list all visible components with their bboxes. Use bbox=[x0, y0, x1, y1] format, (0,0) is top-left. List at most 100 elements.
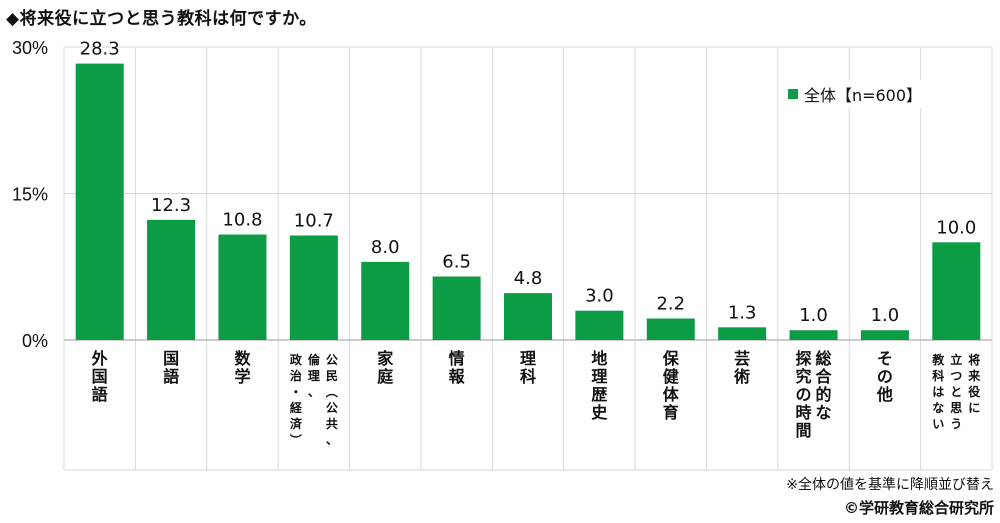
x-tick-char: 経 bbox=[290, 400, 303, 415]
bar bbox=[718, 327, 767, 340]
x-tick-char: 庭 bbox=[377, 367, 393, 386]
x-tick-label: 国語 bbox=[163, 349, 179, 386]
bar bbox=[218, 234, 267, 340]
x-tick-char: の bbox=[877, 367, 893, 386]
x-tick-char: 体 bbox=[663, 385, 680, 404]
x-tick-char: 、 bbox=[308, 385, 320, 399]
x-tick-char: 歴 bbox=[591, 385, 607, 404]
x-tick-char: な bbox=[932, 401, 944, 415]
x-tick-char: な bbox=[816, 403, 832, 422]
data-label: 28.3 bbox=[80, 39, 120, 60]
x-tick-label: 外国語 bbox=[91, 349, 108, 404]
x-tick-char: 総 bbox=[816, 349, 832, 368]
x-tick-char: 保 bbox=[662, 349, 680, 368]
bar bbox=[575, 310, 624, 340]
legend-label: 全体【n=600】 bbox=[803, 86, 923, 105]
x-tick-char: 地 bbox=[591, 349, 607, 368]
data-label: 3.0 bbox=[585, 286, 614, 307]
data-label: 1.0 bbox=[799, 305, 828, 326]
data-label: 10.8 bbox=[222, 210, 262, 231]
bar bbox=[932, 242, 981, 340]
x-tick-char: 育 bbox=[663, 403, 679, 422]
x-tick-label: その他 bbox=[876, 349, 893, 404]
bar bbox=[860, 330, 909, 340]
x-tick-char: 家 bbox=[377, 349, 394, 368]
x-tick-char: 科 bbox=[520, 367, 536, 386]
x-tick-char: 学 bbox=[234, 367, 250, 386]
x-tick-char: 済 bbox=[290, 416, 303, 431]
x-tick-label: 公民（公共、倫理、政治・経済） bbox=[289, 352, 340, 447]
x-tick-char: 芸 bbox=[734, 349, 750, 368]
bar bbox=[646, 318, 695, 340]
x-tick-char: 公 bbox=[326, 401, 338, 415]
x-tick-char: 役 bbox=[968, 384, 980, 399]
chart-title: ◆将来役に立つと思う教科は何ですか。 bbox=[6, 9, 317, 29]
x-tick-char: 外 bbox=[91, 349, 108, 368]
x-tick-char: （ bbox=[325, 386, 340, 398]
x-tick-char: 理 bbox=[308, 369, 320, 383]
x-tick-char: 語 bbox=[92, 385, 108, 404]
data-label: 8.0 bbox=[371, 237, 400, 258]
x-tick-char: 情 bbox=[449, 349, 465, 368]
x-tick-char: 史 bbox=[591, 403, 608, 422]
x-tick-char: 理 bbox=[520, 349, 536, 368]
x-tick-char: と bbox=[950, 385, 962, 399]
x-tick-char: い bbox=[932, 417, 944, 431]
x-tick-char: 語 bbox=[163, 367, 179, 386]
x-tick-char: 、 bbox=[326, 433, 338, 447]
x-tick-char: 政 bbox=[290, 352, 303, 367]
x-tick-char: 倫 bbox=[308, 352, 321, 367]
x-tick-char: 間 bbox=[796, 421, 812, 440]
data-label: 12.3 bbox=[151, 195, 191, 216]
legend: 全体【n=600】 bbox=[780, 80, 930, 108]
x-tick-char: 報 bbox=[449, 367, 466, 386]
x-tick-char: 国 bbox=[163, 349, 179, 368]
x-tick-char: 時 bbox=[796, 403, 812, 422]
data-label: 2.2 bbox=[656, 294, 685, 315]
data-label: 1.0 bbox=[871, 305, 900, 326]
x-tick-char: 国 bbox=[92, 367, 108, 386]
y-tick-label: 0% bbox=[22, 331, 48, 351]
data-label: 1.3 bbox=[728, 302, 757, 323]
x-tick-char: 術 bbox=[733, 367, 750, 386]
x-tick-char: 民 bbox=[326, 369, 338, 383]
data-label: 4.8 bbox=[514, 268, 543, 289]
footnote: ※全体の値を基準に降順並び替え bbox=[786, 477, 994, 493]
bar bbox=[75, 63, 124, 340]
x-tick-char: 教 bbox=[931, 352, 945, 367]
x-tick-char: 科 bbox=[932, 368, 944, 383]
x-tick-label: 家庭 bbox=[377, 349, 394, 386]
x-tick-char: 理 bbox=[591, 367, 607, 386]
data-label: 10.7 bbox=[294, 210, 334, 231]
x-tick-char: そ bbox=[877, 349, 893, 368]
x-tick-char: 共 bbox=[326, 416, 338, 431]
x-tick-char: 立 bbox=[950, 352, 962, 367]
x-tick-char: 治 bbox=[290, 368, 302, 383]
y-tick-label: 15% bbox=[12, 185, 48, 205]
bar bbox=[361, 261, 410, 340]
x-tick-char: 他 bbox=[876, 385, 893, 404]
y-tick-label: 30% bbox=[12, 38, 48, 58]
x-tick-char: 合 bbox=[816, 367, 833, 386]
x-tick-char: 的 bbox=[816, 385, 832, 404]
legend-swatch bbox=[787, 89, 798, 99]
x-tick-char: 思 bbox=[950, 401, 962, 415]
copyright: ©学研教育総合研究所 bbox=[843, 499, 994, 517]
bar bbox=[789, 330, 838, 340]
bar bbox=[289, 235, 338, 340]
x-tick-char: 来 bbox=[967, 368, 981, 383]
bar bbox=[432, 276, 481, 340]
x-tick-char: 探 bbox=[796, 349, 812, 368]
x-tick-char: 公 bbox=[326, 353, 338, 367]
x-tick-char: は bbox=[932, 385, 944, 399]
x-tick-char: 将 bbox=[968, 352, 980, 367]
x-tick-label: 情報 bbox=[449, 349, 466, 386]
x-tick-char: に bbox=[968, 401, 980, 415]
x-tick-char: う bbox=[950, 417, 962, 431]
x-tick-char: ） bbox=[289, 434, 304, 446]
x-tick-char: 数 bbox=[234, 349, 251, 368]
